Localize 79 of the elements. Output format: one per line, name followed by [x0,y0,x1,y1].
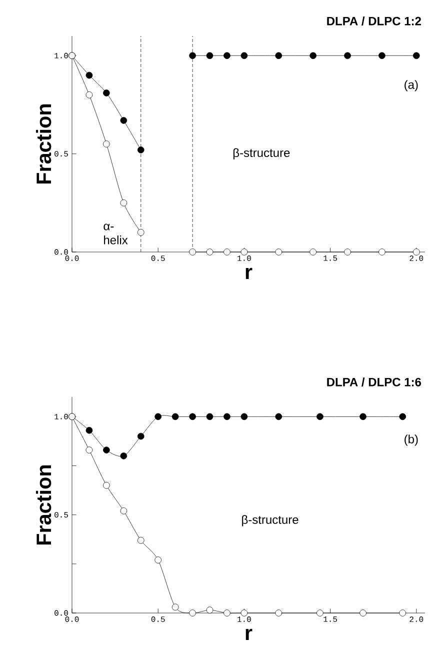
annotation: (b) [404,434,418,446]
y-axis-title: Fraction [36,465,52,545]
point [224,52,230,60]
point [316,413,324,420]
point [189,610,196,616]
point [103,140,110,148]
point [399,610,406,616]
point [344,52,351,60]
x-tick-label: 1.0 [238,256,251,261]
point [189,52,196,60]
point [137,146,144,154]
point [206,606,214,614]
point [275,413,282,420]
x-tick-label: 0.0 [65,616,79,622]
point [240,610,248,616]
x-tick-label: 2.0 [410,256,424,261]
point [412,52,420,60]
point [206,248,214,256]
point [316,610,324,616]
y-tick-label: 0.5 [54,512,68,518]
point [412,248,420,256]
point [240,413,248,420]
point [137,432,144,440]
point [154,413,162,420]
point [224,248,230,256]
point [275,248,282,256]
x-tick-label: 0.5 [151,616,165,622]
point [275,610,282,616]
point [137,228,144,236]
chart-title: DLPA / DLPC 1:2 [327,16,421,26]
point [275,52,282,60]
point [86,72,93,79]
point [206,52,214,60]
point [206,413,214,420]
point [103,482,110,489]
x-tick-label: 0.0 [65,256,79,261]
x-axis-title: r [246,268,252,279]
point [360,413,366,420]
annotation: (a) [404,80,418,92]
point [360,610,366,616]
point [310,52,316,60]
y-tick-label: 1.0 [54,52,68,58]
point [344,248,351,256]
point [189,248,196,256]
point [240,52,248,60]
point [120,200,128,206]
point [224,413,230,420]
x-tick-label: 1.5 [324,616,337,622]
point [86,426,93,434]
y-tick-label: 0.0 [54,249,68,255]
point [120,117,128,124]
chart-title: DLPA / DLPC 1:6 [327,378,422,386]
point [224,610,230,616]
y-tick-label: 0.5 [54,151,68,157]
annotation: β-structure [242,515,298,526]
point [86,92,93,98]
point [189,413,196,420]
point [86,446,93,454]
y-tick-label: 1.0 [54,414,68,420]
point [154,556,162,564]
x-axis-title: r [246,628,252,640]
point [310,248,316,256]
point [172,413,179,420]
point [378,248,386,256]
x-tick-label: 1.5 [324,256,337,261]
point [240,248,248,256]
annotation: β-structure [233,148,290,160]
point [137,536,144,544]
x-tick-label: 2.0 [410,616,424,622]
point [378,52,386,60]
point [103,90,110,96]
point [103,446,110,454]
annotation: α-helix [104,224,128,244]
y-tick-label: 0.0 [54,610,68,616]
point [399,413,406,420]
x-tick-label: 0.5 [151,256,165,261]
y-axis-title: Fraction [36,104,52,184]
x-tick-label: 1.0 [238,616,251,622]
point [120,452,128,460]
